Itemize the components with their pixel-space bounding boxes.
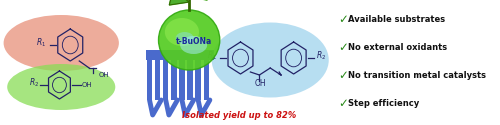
Text: Isolated yield up to 82%: Isolated yield up to 82% [182, 110, 296, 120]
Text: OH: OH [254, 78, 266, 88]
Text: $R_2$: $R_2$ [316, 50, 326, 62]
Text: ✓: ✓ [338, 14, 348, 26]
Ellipse shape [176, 32, 194, 44]
Bar [163, 60, 168, 100]
Bar [155, 60, 160, 100]
Ellipse shape [212, 22, 329, 98]
Ellipse shape [180, 36, 207, 54]
Text: ✓: ✓ [338, 40, 348, 54]
Text: t-BuONa: t-BuONa [176, 38, 212, 46]
Bar [204, 60, 209, 100]
Text: $R_1$: $R_1$ [36, 37, 46, 49]
Text: Available substrates: Available substrates [348, 16, 445, 24]
Polygon shape [170, 0, 189, 5]
Text: ✓: ✓ [338, 96, 348, 110]
Ellipse shape [7, 64, 116, 110]
Text: Step efficiency: Step efficiency [348, 98, 419, 108]
Text: No external oxidants: No external oxidants [348, 42, 447, 51]
Ellipse shape [4, 15, 119, 71]
Bar [188, 60, 192, 100]
Bar [179, 60, 184, 100]
Bar [171, 60, 176, 100]
Text: $R_1$: $R_1$ [208, 50, 218, 62]
Text: OH: OH [82, 82, 92, 88]
Bar [146, 50, 214, 60]
Text: $R_2$: $R_2$ [29, 77, 40, 89]
Bar [196, 60, 201, 100]
Bar [147, 60, 152, 100]
Text: No transition metal catalysts: No transition metal catalysts [348, 70, 486, 80]
Text: OH: OH [98, 72, 109, 78]
Text: ✓: ✓ [338, 68, 348, 82]
Ellipse shape [158, 10, 220, 70]
Ellipse shape [165, 18, 199, 46]
